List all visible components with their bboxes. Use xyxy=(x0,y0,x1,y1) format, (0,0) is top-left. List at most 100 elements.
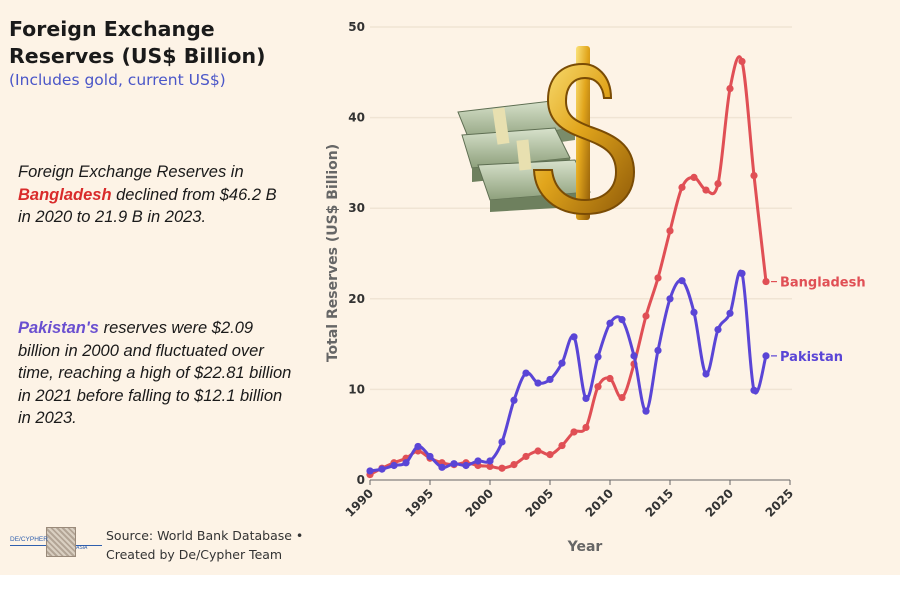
pakistan-point xyxy=(366,467,374,475)
bangladesh-point xyxy=(666,227,674,235)
chart-subtitle: (Includes gold, current US$) xyxy=(9,71,226,89)
pakistan-point xyxy=(426,452,434,461)
credit-line: Created by De/Cypher Team xyxy=(106,547,283,562)
bangladesh-point xyxy=(654,274,662,282)
bangladesh-note-prefix: Foreign Exchange Reserves in xyxy=(18,163,244,181)
bangladesh-point xyxy=(522,452,530,461)
chart-title: Foreign Exchange Reserves (US$ Billion) xyxy=(9,17,266,68)
x-tick-label: 1990 xyxy=(343,486,377,520)
y-tick-label: 30 xyxy=(348,201,365,215)
pakistan-point xyxy=(630,352,638,360)
bangladesh-point xyxy=(642,312,650,320)
pakistan-point xyxy=(546,375,554,384)
bangladesh-point xyxy=(750,171,758,180)
pakistan-point xyxy=(390,461,398,470)
x-tick-label: 2015 xyxy=(643,486,677,520)
bangladesh-point xyxy=(762,277,770,286)
bangladesh-note: Foreign Exchange Reserves in Bangladesh … xyxy=(18,161,288,229)
y-tick-label: 50 xyxy=(348,20,365,34)
pakistan-point xyxy=(474,457,482,465)
bangladesh-point xyxy=(714,180,722,188)
bangladesh-point xyxy=(510,460,518,469)
bangladesh-note-suffix: declined from $46.2 B in 2020 to 21.9 B … xyxy=(18,185,277,227)
series-bangladesh: Bangladesh xyxy=(366,55,866,479)
bangladesh-point xyxy=(702,186,710,194)
pakistan-point xyxy=(618,316,626,324)
pakistan-point xyxy=(558,359,566,367)
money-dollar-illustration xyxy=(457,46,636,220)
logo-left-text: DE/CYPHER xyxy=(10,536,48,543)
pakistan-note-country: Pakistan's xyxy=(18,319,99,337)
bangladesh-point xyxy=(582,423,590,432)
y-tick-label: 40 xyxy=(348,111,365,125)
bangladesh-point xyxy=(738,57,746,66)
y-tick-label: 20 xyxy=(348,292,365,306)
pakistan-point xyxy=(666,295,674,303)
pakistan-point xyxy=(378,465,386,473)
bangladesh-point xyxy=(678,183,686,191)
pakistan-point xyxy=(714,326,722,334)
x-axis-title: Year xyxy=(567,539,603,555)
line-chart: 0 10 20 30 40 50 1990 1995 2000 2005 2010 2015 2020… xyxy=(325,20,866,555)
x-tick-label: 2005 xyxy=(523,486,557,520)
x-tick-label: 2010 xyxy=(583,486,617,520)
y-tick-label: 0 xyxy=(357,473,365,487)
source-credit: Source: World Bank Database • Created by… xyxy=(106,526,303,564)
pakistan-point xyxy=(678,277,686,285)
bangladesh-point xyxy=(498,464,506,472)
pakistan-point xyxy=(726,309,734,317)
x-tick-labels: 1990 1995 2000 2005 2010 2015 2020 2025 xyxy=(343,480,797,520)
pakistan-point xyxy=(582,394,590,403)
x-tick-label: 2020 xyxy=(703,486,737,520)
x-tick-label: 2025 xyxy=(763,486,797,520)
series-layer: Bangladesh Pakistan xyxy=(366,55,866,479)
pakistan-point xyxy=(642,407,650,415)
bangladesh-point xyxy=(606,374,614,383)
bangladesh-point xyxy=(486,462,494,471)
bangladesh-point xyxy=(534,447,542,455)
y-tick-label: 10 xyxy=(348,382,365,396)
pakistan-point xyxy=(498,438,506,446)
cash-stack-icon xyxy=(457,99,591,212)
pakistan-note-suffix: reserves were $2.09 billion in 2000 and … xyxy=(18,319,292,427)
pakistan-series-label: Pakistan xyxy=(780,350,843,365)
pakistan-point xyxy=(510,396,518,404)
pakistan-point xyxy=(486,457,494,465)
pakistan-point xyxy=(570,333,578,341)
series-pakistan: Pakistan xyxy=(366,269,843,475)
bangladesh-point xyxy=(726,85,734,93)
pakistan-note: Pakistan's reserves were $2.09 billion i… xyxy=(18,317,294,430)
bangladesh-point xyxy=(570,428,578,436)
logo-right-text: ASIA xyxy=(76,545,88,551)
pakistan-point xyxy=(702,370,710,378)
source-line: Source: World Bank Database • xyxy=(106,528,304,543)
pakistan-point xyxy=(654,346,662,355)
bangladesh-point xyxy=(558,441,566,450)
pakistan-point xyxy=(750,386,758,394)
pakistan-point xyxy=(534,379,542,387)
x-tick-label: 1995 xyxy=(403,486,437,520)
bangladesh-point xyxy=(594,383,602,391)
bangladesh-point xyxy=(618,393,626,402)
pakistan-point xyxy=(606,319,614,327)
chart-card xyxy=(0,0,900,575)
dollar-sign-icon xyxy=(532,46,636,220)
pakistan-point xyxy=(438,463,446,471)
pakistan-point xyxy=(402,459,410,467)
bangladesh-series-label: Bangladesh xyxy=(780,276,866,291)
pakistan-point xyxy=(738,269,746,278)
bangladesh-note-country: Bangladesh xyxy=(18,185,112,204)
pakistan-point xyxy=(690,308,698,316)
decypher-logo: DE/CYPHER ASIA xyxy=(10,526,102,558)
pakistan-point xyxy=(462,461,470,470)
x-tick-label: 2000 xyxy=(463,486,497,520)
bangladesh-point xyxy=(690,173,698,181)
bangladesh-point xyxy=(546,451,554,459)
logo-emblem xyxy=(46,527,76,557)
pakistan-point xyxy=(594,353,602,361)
y-axis-title: Total Reserves (US$ Billion) xyxy=(325,144,341,362)
pakistan-point xyxy=(762,352,770,360)
pakistan-point xyxy=(414,442,422,451)
pakistan-point xyxy=(522,369,530,377)
y-tick-labels: 0 10 20 30 40 50 xyxy=(348,20,365,487)
